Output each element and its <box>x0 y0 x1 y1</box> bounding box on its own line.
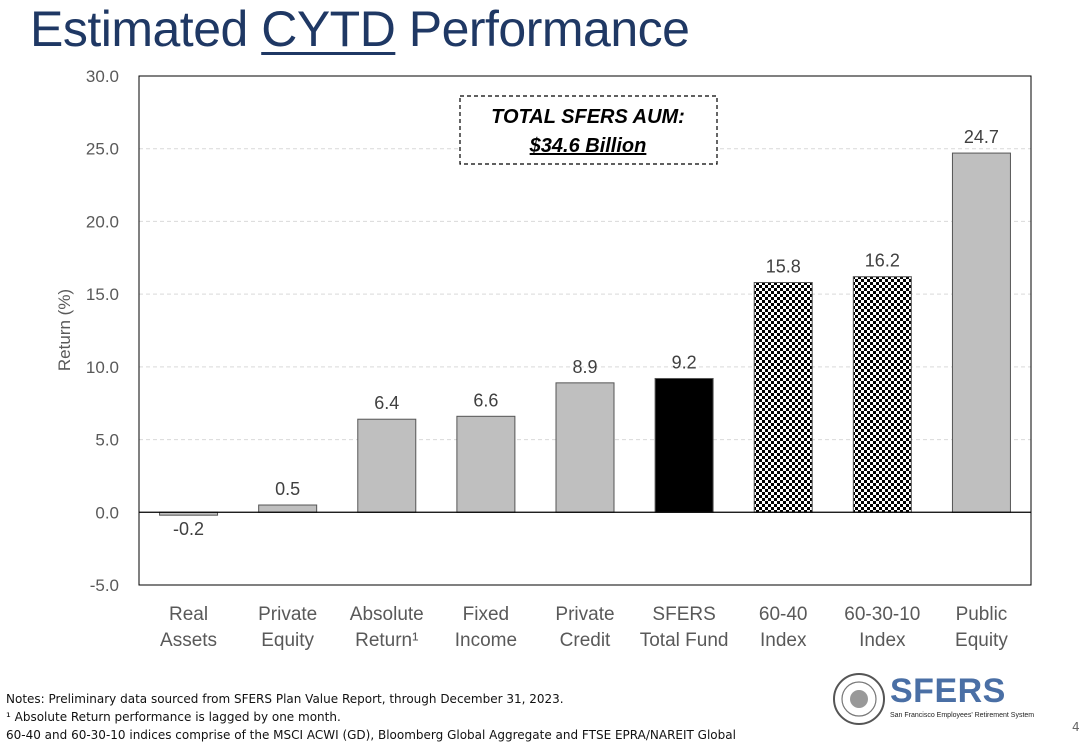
x-tick-label: Total Fund <box>640 630 729 651</box>
title-prefix: Estimated <box>30 1 262 57</box>
y-tick-label: 30.0 <box>86 67 119 86</box>
data-label: 9.2 <box>672 352 697 372</box>
aum-box <box>459 95 718 165</box>
aum-annotation: TOTAL SFERS AUM: $34.6 Billion <box>459 95 718 165</box>
bar <box>555 382 615 513</box>
data-label: 15.8 <box>766 257 801 277</box>
y-tick-label: 10.0 <box>86 358 119 377</box>
x-tick-label: Income <box>455 630 517 651</box>
page-number: 4 <box>1072 720 1080 734</box>
y-tick-label: 25.0 <box>86 140 119 159</box>
bar-chart: -0.2 0.5 6.4 6.6 8.9 9.2 15.8 16.2 24.7 -5.0 0.0 5… <box>55 67 1032 651</box>
logo-tagline: San Francisco Employees' Retirement Syst… <box>890 712 1035 719</box>
data-label: 6.6 <box>473 390 498 410</box>
x-tick-label: Return¹ <box>355 630 418 651</box>
x-tick-label: Real <box>169 604 208 625</box>
y-tick-label: 15.0 <box>86 285 119 304</box>
x-tick-label: 60-40 <box>759 604 808 625</box>
aum-line2: $34.6 Billion <box>529 135 647 157</box>
bar <box>852 276 912 513</box>
x-tick-label: 60-30-10 <box>844 604 920 625</box>
y-tick-label: 0.0 <box>95 503 119 522</box>
note-line-2: ¹ Absolute Return performance is lagged … <box>6 710 341 724</box>
x-tick-label: Equity <box>261 630 314 651</box>
x-tick-label: Credit <box>560 630 611 651</box>
city-seal-icon <box>833 673 885 725</box>
data-label: 0.5 <box>275 479 300 499</box>
data-label: 8.9 <box>572 357 597 377</box>
y-tick-label: 20.0 <box>86 212 119 231</box>
x-tick-label: Assets <box>160 630 217 651</box>
x-tick-label: Public <box>956 604 1008 625</box>
y-tick-label: -5.0 <box>90 576 119 595</box>
title-suffix: Performance <box>395 1 690 57</box>
bar <box>258 504 318 513</box>
y-axis-label: Return (%) <box>55 289 74 371</box>
x-tick-label: Private <box>258 604 317 625</box>
note-line-3: 60-40 and 60-30-10 indices comprise of t… <box>6 728 736 742</box>
logo-wordmark: SFERS <box>890 672 1006 710</box>
bar <box>753 282 813 513</box>
bar <box>654 377 714 513</box>
x-tick-label: Absolute <box>350 604 424 625</box>
bar <box>456 415 516 513</box>
page-title: Estimated CYTD Performance <box>30 0 690 58</box>
aum-line1: TOTAL SFERS AUM: <box>491 106 685 128</box>
title-underlined: CYTD <box>261 1 396 57</box>
note-line-1: Notes: Preliminary data sourced from SFE… <box>6 692 564 706</box>
data-label: 24.7 <box>964 127 999 147</box>
x-tick-label: Fixed <box>463 604 509 625</box>
bar <box>951 152 1011 513</box>
x-tick-label: SFERS <box>652 604 715 625</box>
data-label: -0.2 <box>173 519 204 539</box>
x-tick-label: Equity <box>955 630 1008 651</box>
data-label: 16.2 <box>865 251 900 271</box>
bar <box>357 418 417 513</box>
sfers-logo: SFERS San Francisco Employees' Retiremen… <box>830 672 1034 726</box>
plot-frame <box>138 75 1032 586</box>
x-tick-label: Index <box>859 630 906 651</box>
x-tick-label: Index <box>760 630 807 651</box>
y-tick-label: 5.0 <box>95 431 119 450</box>
x-tick-label: Private <box>555 604 614 625</box>
data-label: 6.4 <box>374 393 399 413</box>
